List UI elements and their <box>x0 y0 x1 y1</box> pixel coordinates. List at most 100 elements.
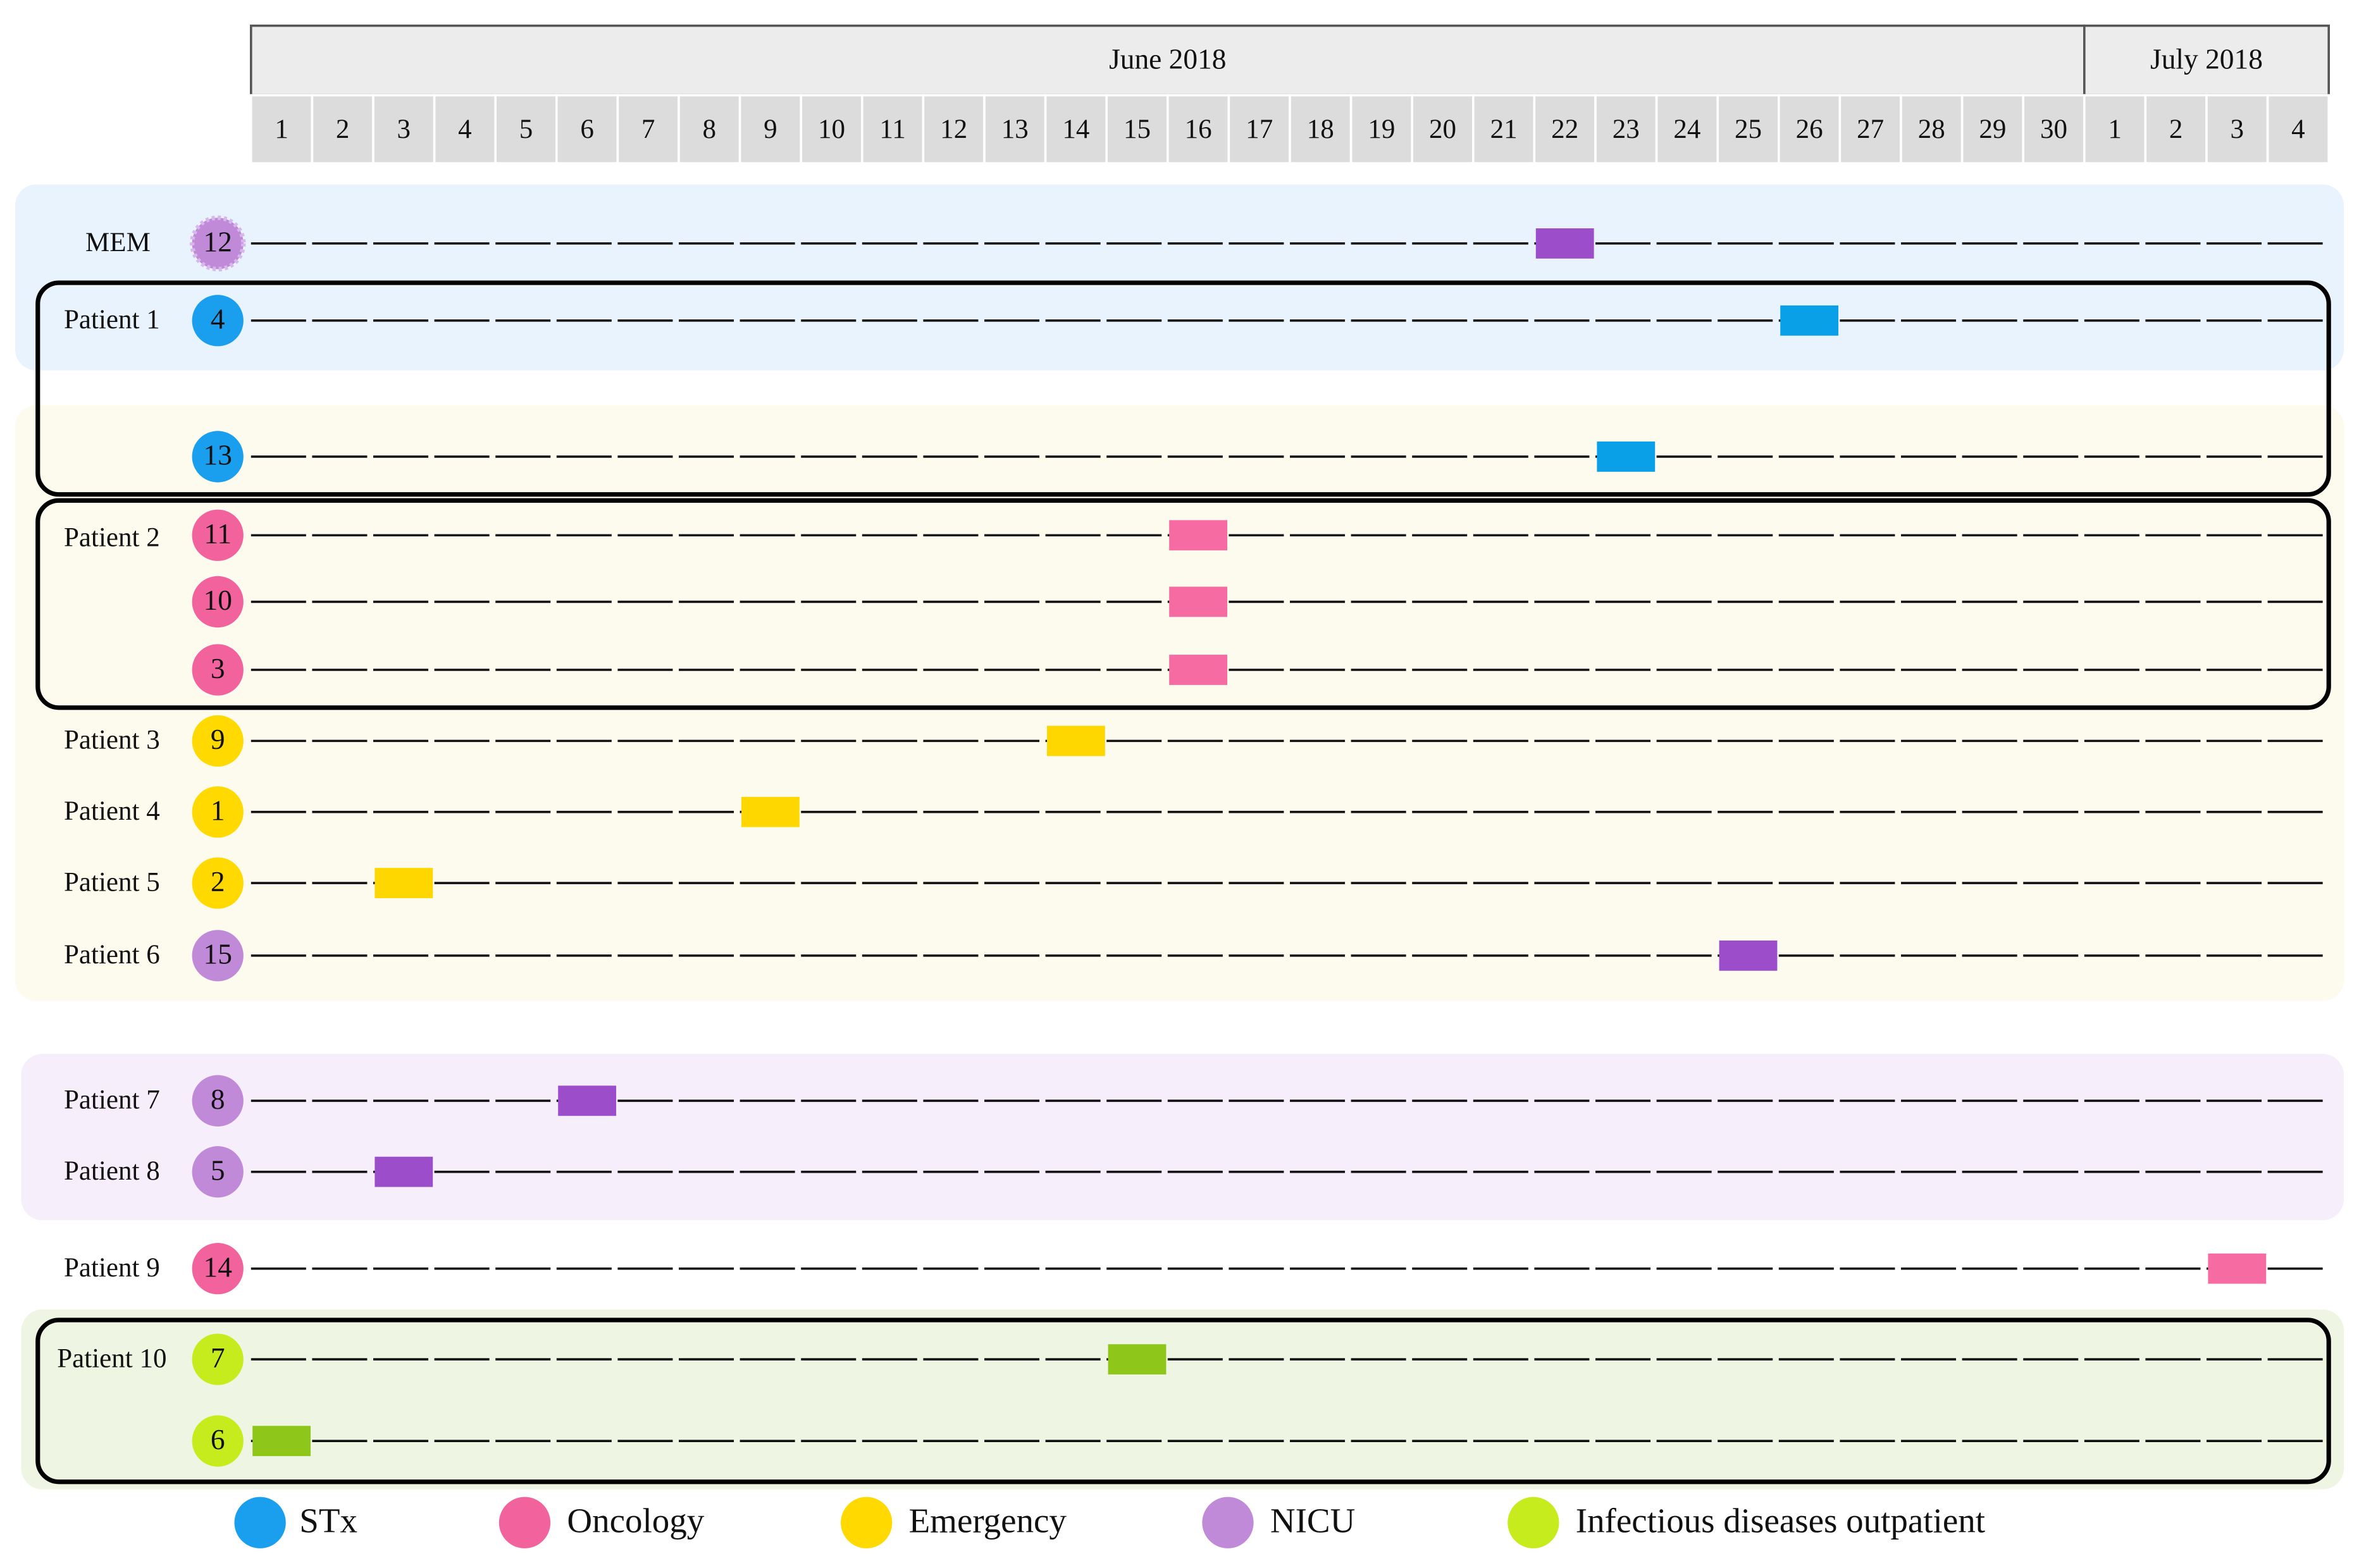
day-cell <box>1472 94 1536 164</box>
day-cell <box>1411 94 1475 164</box>
nicu-band <box>21 1054 2344 1221</box>
day-label: 2 <box>2169 114 2183 144</box>
event-bar <box>1535 228 1594 259</box>
row-number: 3 <box>211 653 225 684</box>
day-cell <box>1838 94 1902 164</box>
row-label: Patient 5 <box>64 867 160 897</box>
patient-box <box>35 280 2331 497</box>
day-cell <box>433 94 497 164</box>
day-label: 19 <box>1368 114 1395 144</box>
day-label: 15 <box>1124 114 1151 144</box>
row-number: 1 <box>211 795 225 827</box>
event-bar <box>741 796 800 827</box>
category-circle <box>192 1333 244 1385</box>
event-bar <box>1597 441 1656 472</box>
day-label: 3 <box>2231 114 2244 144</box>
backgrounds <box>15 184 2344 1490</box>
day-label: 30 <box>2040 114 2067 144</box>
category-circle <box>189 215 246 272</box>
row-label: Patient 9 <box>64 1253 160 1283</box>
event-bar <box>375 1156 433 1187</box>
day-label: 14 <box>1062 114 1089 144</box>
legend-swatch <box>1202 1497 1254 1548</box>
event-bar <box>1169 655 1228 685</box>
day-cell <box>311 94 375 164</box>
day-label: 20 <box>1429 114 1456 144</box>
legend-swatch <box>498 1497 551 1548</box>
legend: STx Oncology Emergency NICU Infectious disea… <box>234 1497 1985 1548</box>
category-circle <box>192 930 244 982</box>
row-number: 2 <box>211 866 225 898</box>
category-circle <box>192 431 244 483</box>
category-circle <box>192 1146 244 1198</box>
category-circle <box>192 715 244 767</box>
day-label: 6 <box>580 114 594 144</box>
category-circle <box>192 644 244 696</box>
row-number: 10 <box>204 584 232 616</box>
row-label: Patient 2 <box>64 522 160 552</box>
legend-label: NICU <box>1270 1501 1355 1540</box>
day-label: 27 <box>1857 114 1884 144</box>
day-cell <box>1900 94 1964 164</box>
row-number: 8 <box>211 1083 225 1115</box>
category-circle <box>192 857 244 909</box>
event-bar <box>1108 1344 1167 1375</box>
day-label: 25 <box>1735 114 1762 144</box>
category-circle <box>192 786 244 838</box>
day-label: 1 <box>2108 114 2122 144</box>
day-label: 24 <box>1673 114 1700 144</box>
event-bar <box>1046 725 1105 756</box>
row-label: MEM <box>85 228 151 257</box>
month-label: July 2018 <box>2150 43 2263 75</box>
row-number: 7 <box>211 1342 225 1374</box>
day-cell <box>1655 94 1719 164</box>
day-cell <box>555 94 619 164</box>
day-label: 22 <box>1551 114 1578 144</box>
day-cell <box>800 94 864 164</box>
day-label: 13 <box>1001 114 1029 144</box>
row-number: 11 <box>204 518 232 550</box>
event-bar <box>558 1085 617 1116</box>
legend-label: Emergency <box>909 1501 1067 1540</box>
day-cell <box>861 94 925 164</box>
row-label: Patient 10 <box>57 1343 166 1373</box>
row-number: 14 <box>204 1251 232 1283</box>
day-label: 18 <box>1307 114 1334 144</box>
row-label: Patient 7 <box>64 1085 160 1115</box>
day-label: 10 <box>818 114 845 144</box>
day-label: 12 <box>940 114 967 144</box>
day-cell <box>1289 94 1353 164</box>
row-label: Patient 6 <box>64 940 160 970</box>
day-label: 4 <box>458 114 472 144</box>
day-cell <box>494 94 558 164</box>
infectious-band <box>21 1309 2344 1490</box>
day-cell <box>1960 94 2024 164</box>
day-label: 2 <box>336 114 350 144</box>
legend-swatch <box>1508 1497 1559 1548</box>
patient-box <box>35 1318 2331 1485</box>
day-cell <box>1167 94 1230 164</box>
legend-swatch <box>841 1497 893 1548</box>
patient-box <box>35 498 2331 710</box>
day-cell <box>2022 94 2086 164</box>
day-label: 1 <box>275 114 288 144</box>
row-number: 13 <box>204 440 232 471</box>
month-label: June 2018 <box>1109 43 1226 75</box>
stx-band <box>15 184 2344 371</box>
day-cell <box>372 94 436 164</box>
row-label: Patient 8 <box>64 1156 160 1186</box>
row-number: 15 <box>204 939 232 970</box>
event-bar <box>375 868 433 898</box>
day-label: 29 <box>1979 114 2006 144</box>
legend-label: Infectious diseases outpatient <box>1576 1501 1985 1540</box>
event-bar <box>1780 305 1839 336</box>
row-label: Patient 4 <box>64 796 160 826</box>
event-bar <box>1719 940 1778 971</box>
row-number: 5 <box>211 1154 225 1186</box>
day-cell <box>922 94 986 164</box>
row-number: 9 <box>211 724 225 755</box>
day-label: 23 <box>1613 114 1640 144</box>
